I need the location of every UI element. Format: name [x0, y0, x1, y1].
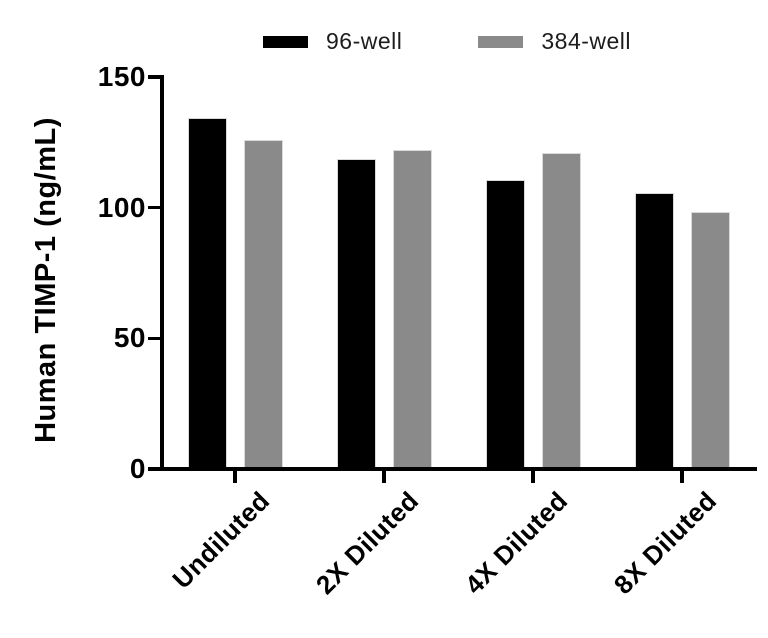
x-tick-2x-diluted — [382, 467, 386, 484]
legend-item-384-well: 384-well — [478, 28, 631, 55]
y-tick-50 — [148, 336, 160, 341]
bar-96-well-undiluted — [187, 117, 227, 469]
y-axis-line — [160, 75, 164, 471]
bar-96-well-4x-diluted — [485, 180, 525, 469]
x-category-label-undiluted: Undiluted — [166, 485, 276, 595]
x-tick-4x-diluted — [531, 467, 535, 484]
y-tick-150 — [148, 75, 160, 79]
chart-legend: 96-well 384-well — [263, 28, 631, 55]
y-tick-label-100: 100 — [97, 191, 146, 223]
x-tick-undiluted — [233, 467, 237, 484]
y-tick-label-0: 0 — [129, 453, 146, 484]
legend-label-384-well: 384-well — [541, 28, 632, 54]
bar-384-well-4x-diluted — [541, 152, 581, 469]
bar-96-well-2x-diluted — [336, 159, 376, 469]
legend-swatch-96-well — [263, 35, 308, 48]
x-tick-8x-diluted — [680, 467, 684, 484]
bar-96-well-8x-diluted — [634, 193, 674, 469]
x-axis-line — [160, 467, 757, 471]
bar-384-well-8x-diluted — [690, 211, 730, 469]
y-tick-label-150: 150 — [97, 61, 146, 92]
legend-label-96-well: 96-well — [326, 28, 403, 54]
bar-384-well-undiluted — [243, 139, 283, 469]
y-tick-label-50: 50 — [113, 322, 146, 354]
legend-swatch-384-well — [478, 35, 524, 48]
legend-item-96-well: 96-well — [263, 28, 402, 55]
y-tick-0 — [148, 467, 160, 471]
y-tick-100 — [148, 205, 160, 210]
bar-384-well-2x-diluted — [392, 150, 432, 469]
